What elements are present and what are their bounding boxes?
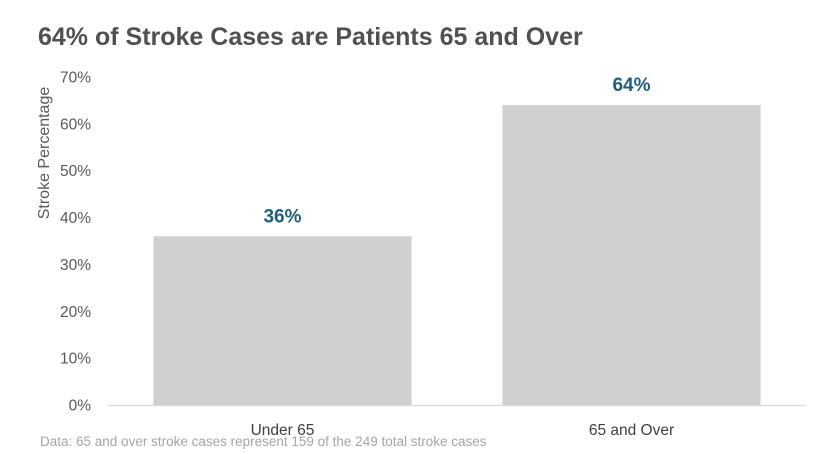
y-tick-label: 10% xyxy=(60,351,91,368)
y-tick-label: 0% xyxy=(69,398,92,415)
y-tick-label: 50% xyxy=(60,163,91,180)
y-tick-label: 20% xyxy=(60,304,91,321)
y-axis-label: Stroke Percentage xyxy=(36,87,53,220)
bar xyxy=(153,236,412,405)
y-tick-label: 60% xyxy=(60,116,91,133)
y-tick-label: 70% xyxy=(60,70,91,87)
data-note: Data: 65 and over stroke cases represent… xyxy=(40,434,487,449)
x-category-label: 65 and Over xyxy=(589,422,674,439)
bar xyxy=(502,105,761,405)
y-tick-label: 30% xyxy=(60,257,91,274)
x-category-label: Under 65 xyxy=(251,422,315,439)
bar-data-label: 36% xyxy=(263,206,301,227)
chart-title: 64% of Stroke Cases are Patients 65 and … xyxy=(38,23,583,51)
x-axis-category-labels: Under 65 65 and Over xyxy=(251,422,675,439)
y-axis-ticks: 0% 10% 20% 30% 40% 50% 60% 70% xyxy=(60,70,91,415)
bars xyxy=(153,105,761,405)
y-tick-label: 40% xyxy=(60,210,91,227)
bar-data-labels: 36% 64% xyxy=(263,75,650,227)
bar-data-label: 64% xyxy=(612,75,650,96)
